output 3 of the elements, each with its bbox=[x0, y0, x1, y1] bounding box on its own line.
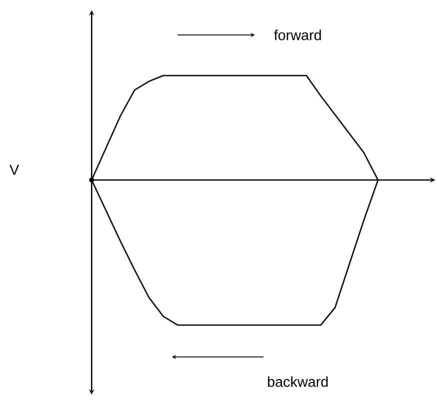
text: forward bbox=[274, 30, 321, 40]
text: backward bbox=[268, 376, 328, 387]
y-axis-title: V bbox=[10, 164, 20, 175]
